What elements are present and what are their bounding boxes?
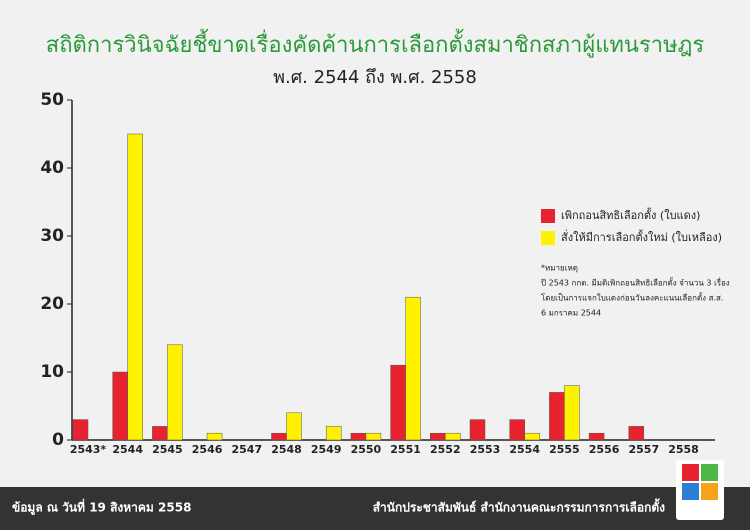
bar bbox=[588, 432, 605, 441]
bar bbox=[524, 432, 540, 441]
bar bbox=[206, 432, 223, 441]
bar bbox=[271, 432, 287, 441]
y-tick-label: 20 bbox=[40, 294, 64, 314]
bar bbox=[390, 364, 406, 441]
y-tick-label: 50 bbox=[40, 90, 64, 110]
note-line: ปี 2543 กกต. มีมติเพิกถอนสิทธิเลือกตั้ง … bbox=[540, 277, 729, 288]
bar bbox=[365, 432, 382, 441]
bar bbox=[564, 385, 580, 441]
bar bbox=[469, 419, 486, 441]
bar bbox=[430, 432, 446, 441]
x-tick-label: 2546 bbox=[192, 443, 223, 456]
bar bbox=[286, 412, 302, 441]
note-line: 6 มกราคม 2544 bbox=[541, 309, 601, 318]
bar bbox=[350, 432, 367, 441]
x-tick-label: 2554 bbox=[509, 443, 540, 456]
x-tick-label: 2549 bbox=[311, 443, 342, 456]
bar bbox=[628, 426, 645, 441]
y-tick-label: 0 bbox=[52, 430, 64, 450]
note-line: *หมายเหตุ bbox=[541, 264, 578, 273]
x-tick-label: 2551 bbox=[390, 443, 421, 456]
chart-title: สถิติการวินิจฉัยชี้ขาดเรื่องคัดค้านการเล… bbox=[46, 29, 705, 58]
footer-bar bbox=[0, 487, 750, 530]
y-tick-label: 40 bbox=[40, 158, 64, 178]
x-tick-label: 2558 bbox=[668, 443, 699, 456]
y-tick-label: 10 bbox=[40, 362, 64, 382]
bar bbox=[72, 419, 89, 441]
footer-right: สำนักประชาสัมพันธ์ สำนักงานคณะกรรมการการ… bbox=[373, 498, 665, 515]
bar bbox=[152, 426, 168, 441]
x-tick-label: 2543* bbox=[70, 443, 107, 456]
x-tick-label: 2544 bbox=[112, 443, 143, 456]
x-tick-label: 2550 bbox=[351, 443, 382, 456]
legend-swatch bbox=[541, 231, 555, 245]
bar bbox=[112, 371, 128, 441]
bar bbox=[445, 432, 461, 441]
footer-left: ข้อมูล ณ วันที่ 19 สิงหาคม 2558 bbox=[12, 499, 191, 516]
note-line: โดยเป็นการแจกใบแดงก่อนวันลงคะแนนเลือกตั้… bbox=[541, 292, 723, 303]
x-tick-label: 2555 bbox=[549, 443, 580, 456]
x-tick-label: 2545 bbox=[152, 443, 183, 456]
bar bbox=[127, 133, 143, 441]
bar bbox=[549, 392, 565, 441]
bar bbox=[167, 344, 183, 441]
legend-label: สั่งให้มีการเลือกตั้งใหม่ (ใบเหลือง) bbox=[561, 229, 722, 244]
logo bbox=[676, 460, 724, 520]
y-tick-label: 30 bbox=[40, 226, 64, 246]
x-tick-label: 2547 bbox=[231, 443, 262, 456]
x-tick-label: 2552 bbox=[430, 443, 461, 456]
x-tick-label: 2556 bbox=[589, 443, 620, 456]
bar bbox=[509, 419, 525, 441]
x-tick-label: 2553 bbox=[470, 443, 501, 456]
x-tick-label: 2548 bbox=[271, 443, 302, 456]
bar bbox=[405, 296, 421, 441]
bar bbox=[325, 426, 342, 441]
chart-subtitle: พ.ศ. 2544 ถึง พ.ศ. 2558 bbox=[273, 67, 477, 88]
legend-label: เพิกถอนสิทธิเลือกตั้ง (ใบแดง) bbox=[561, 207, 700, 222]
legend-swatch bbox=[541, 209, 555, 223]
x-tick-label: 2557 bbox=[628, 443, 659, 456]
